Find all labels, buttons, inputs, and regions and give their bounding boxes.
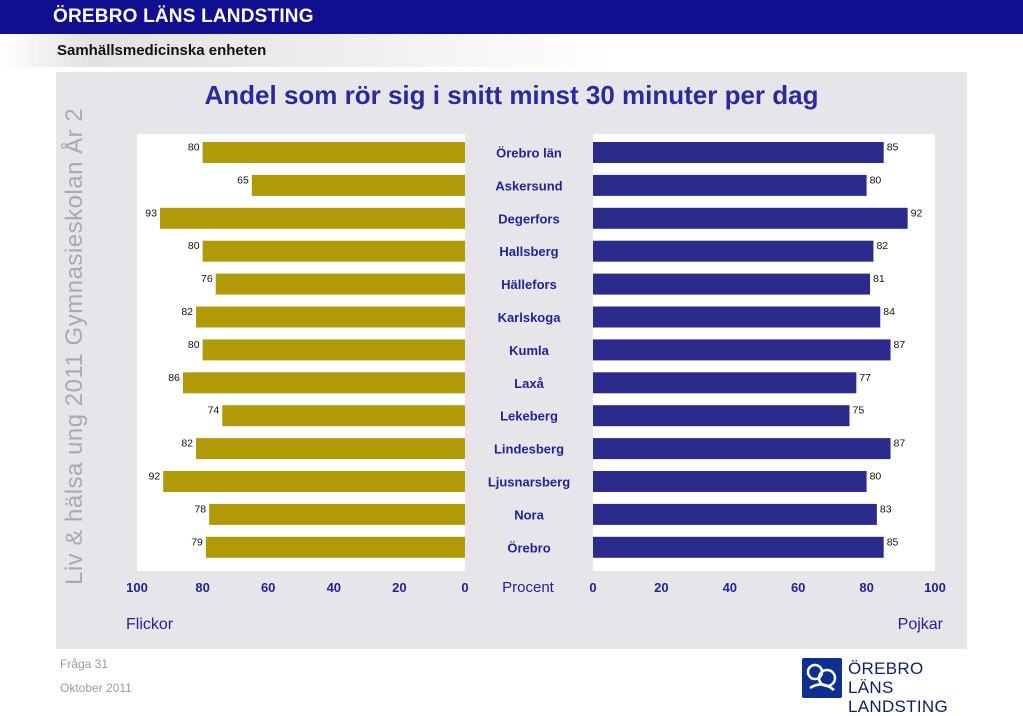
boys-bar — [593, 207, 908, 229]
girls-value-label: 78 — [194, 503, 206, 515]
boys-value-label: 80 — [870, 471, 882, 483]
boys-tick-label: 80 — [859, 580, 873, 595]
girls-tick-label: 20 — [392, 580, 406, 595]
boys-bar — [593, 273, 871, 295]
category-label: Nora — [514, 507, 544, 522]
girls-tick-label: 80 — [195, 580, 209, 595]
logo-line-2: LANDSTING — [848, 697, 948, 716]
footer-date: Oktober 2011 — [60, 681, 132, 695]
category-label: Hällefors — [501, 277, 557, 292]
girls-bar — [251, 174, 465, 196]
chart-title: Andel som rör sig i snitt minst 30 minut… — [204, 80, 819, 110]
boys-bar — [593, 339, 891, 361]
category-label: Hallsberg — [499, 244, 558, 259]
boys-bar — [593, 405, 850, 427]
boys-value-label: 77 — [859, 372, 871, 384]
org-title: ÖREBRO LÄNS LANDSTING — [53, 6, 314, 27]
boys-value-label: 85 — [887, 142, 899, 154]
footer-question: Fråga 31 — [60, 657, 109, 671]
header-bar: ÖREBRO LÄNS LANDSTING — [0, 0, 1023, 34]
girls-value-label: 80 — [188, 240, 200, 252]
category-label: Kumla — [509, 343, 550, 358]
boys-value-label: 83 — [880, 503, 892, 515]
girls-value-label: 80 — [188, 339, 200, 351]
boys-value-label: 80 — [870, 174, 882, 186]
category-label: Laxå — [514, 376, 544, 391]
girls-bar — [222, 405, 465, 427]
girls-tick-label: 100 — [126, 580, 148, 595]
boys-series-label: Pojkar — [898, 616, 944, 633]
girls-series-label: Flickor — [126, 616, 174, 633]
boys-bar — [593, 536, 884, 558]
girls-bar — [163, 471, 466, 492]
boys-bar — [593, 174, 867, 196]
girls-bar — [182, 372, 466, 394]
boys-tick-label: 20 — [654, 580, 668, 595]
logo-line-1: ÖREBRO LÄNS — [848, 659, 924, 697]
girls-tick-label: 0 — [461, 580, 468, 595]
logo-emblem-icon — [802, 658, 842, 698]
boys-bar — [593, 240, 874, 262]
girls-bar — [202, 339, 465, 361]
girls-bar — [202, 142, 465, 163]
boys-bar — [593, 471, 867, 492]
girls-value-label: 65 — [237, 174, 249, 186]
girls-value-label: 80 — [188, 142, 200, 154]
boys-bar — [593, 372, 857, 394]
category-label: Degerfors — [498, 211, 559, 226]
girls-bar — [209, 503, 465, 525]
girls-bar — [202, 240, 465, 262]
boys-bar — [593, 306, 881, 328]
boys-value-label: 81 — [873, 273, 885, 285]
girls-tick-label: 60 — [261, 580, 275, 595]
boys-value-label: 92 — [911, 207, 923, 219]
category-label: Lindesberg — [494, 442, 564, 457]
boys-tick-label: 40 — [723, 580, 737, 595]
girls-value-label: 92 — [149, 471, 161, 483]
girls-bar — [215, 273, 465, 295]
landsting-logo: ÖREBRO LÄNS LANDSTING — [802, 658, 972, 716]
girls-value-label: 86 — [168, 372, 180, 384]
category-label: Askersund — [495, 178, 562, 193]
girls-bar — [196, 306, 466, 328]
category-label: Lekeberg — [500, 409, 558, 424]
girls-value-label: 79 — [191, 536, 203, 548]
boys-tick-label: 0 — [589, 580, 596, 595]
girls-value-label: 82 — [181, 438, 193, 450]
category-label: Örebro — [507, 540, 550, 555]
girls-value-label: 82 — [181, 306, 193, 318]
boys-tick-label: 60 — [791, 580, 805, 595]
boys-bar — [593, 503, 877, 525]
boys-value-label: 87 — [894, 339, 906, 351]
girls-bar — [159, 207, 465, 229]
category-label: Örebro län — [496, 146, 562, 161]
boys-value-label: 75 — [853, 405, 865, 417]
girls-value-label: 76 — [201, 273, 213, 285]
boys-bar — [593, 438, 891, 460]
girls-value-label: 74 — [208, 405, 220, 417]
boys-value-label: 82 — [876, 240, 888, 252]
x-axis-unit-label: Procent — [502, 579, 555, 596]
boys-value-label: 87 — [894, 438, 906, 450]
boys-tick-label: 100 — [924, 580, 946, 595]
unit-name: Samhällsmedicinska enheten — [57, 42, 267, 59]
boys-value-label: 84 — [883, 306, 895, 318]
boys-bar — [593, 142, 884, 163]
girls-bar — [196, 438, 466, 460]
girls-tick-label: 40 — [327, 580, 341, 595]
girls-value-label: 93 — [145, 207, 157, 219]
subheader-bar: Samhällsmedicinska enheten — [0, 34, 1023, 67]
category-label: Ljusnarsberg — [488, 475, 570, 490]
category-label: Karlskoga — [498, 310, 562, 325]
girls-bar — [205, 536, 465, 558]
boys-value-label: 85 — [887, 536, 899, 548]
